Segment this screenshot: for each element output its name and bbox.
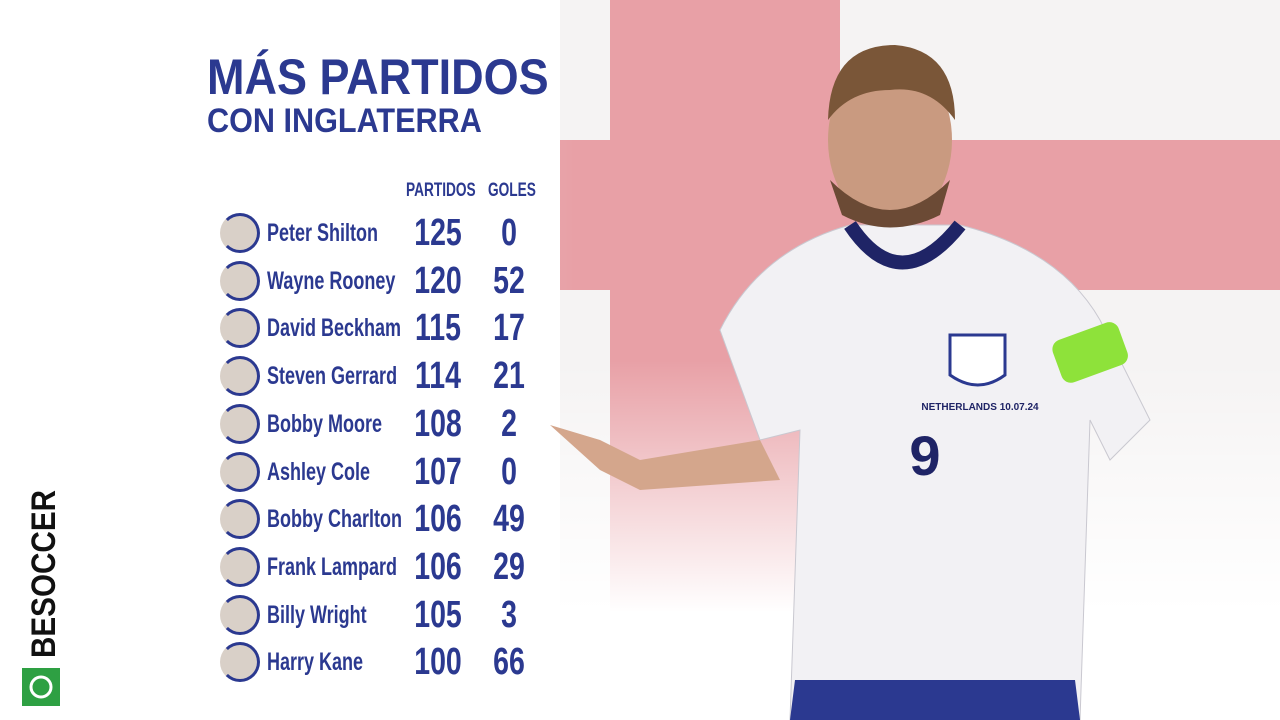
partidos: 107 bbox=[414, 450, 462, 493]
avatar bbox=[220, 403, 260, 444]
title: MÁS PARTIDOS bbox=[207, 49, 549, 105]
avatar bbox=[220, 451, 260, 492]
goles: 3 bbox=[501, 593, 517, 636]
player-name: Billy Wright bbox=[267, 600, 367, 629]
partidos: 108 bbox=[414, 402, 462, 445]
shirt-number: 9 bbox=[909, 424, 940, 487]
player-name: Bobby Charlton bbox=[267, 505, 402, 534]
shirt bbox=[719, 224, 1151, 720]
hair bbox=[828, 45, 955, 120]
brand-logo-ball bbox=[29, 675, 53, 699]
head bbox=[828, 55, 952, 225]
column-header: PARTIDOS bbox=[406, 180, 476, 201]
partidos: 100 bbox=[414, 641, 462, 684]
player-name: Wayne Rooney bbox=[267, 266, 396, 295]
player-name: Harry Kane bbox=[267, 648, 364, 677]
goles: 49 bbox=[493, 498, 525, 541]
shorts bbox=[790, 680, 1080, 720]
avatar bbox=[220, 308, 260, 349]
partidos: 115 bbox=[415, 307, 461, 350]
goles: 52 bbox=[493, 259, 525, 302]
brand: BESOCCER bbox=[25, 490, 63, 658]
avatar bbox=[220, 260, 260, 301]
goles: 66 bbox=[493, 641, 525, 684]
crest bbox=[948, 333, 1007, 387]
player-name: Steven Gerrard bbox=[267, 362, 398, 391]
player bbox=[550, 45, 1151, 720]
goles: 0 bbox=[501, 212, 517, 254]
partidos: 114 bbox=[415, 355, 461, 398]
armband bbox=[1052, 322, 1128, 383]
player-name: Ashley Cole bbox=[267, 457, 371, 486]
arm bbox=[550, 425, 780, 490]
player-name: Frank Lampard bbox=[267, 552, 398, 581]
player-name: Peter Shilton bbox=[267, 219, 379, 247]
brand-logo bbox=[22, 668, 60, 706]
avatar bbox=[220, 499, 260, 540]
partidos: 106 bbox=[414, 545, 462, 588]
player-name: David Beckham bbox=[267, 314, 402, 343]
goles: 21 bbox=[493, 355, 525, 398]
goles: 29 bbox=[493, 545, 525, 588]
shirt-match: NETHERLANDS 10.07.24 bbox=[921, 402, 1039, 413]
partidos: 120 bbox=[414, 259, 462, 302]
goles: 17 bbox=[493, 307, 525, 350]
goles: 2 bbox=[501, 402, 517, 445]
column-header: GOLES bbox=[488, 180, 536, 201]
avatar bbox=[220, 642, 260, 683]
beard bbox=[830, 180, 950, 228]
goles: 0 bbox=[501, 450, 517, 493]
avatar bbox=[220, 213, 260, 253]
partidos: 105 bbox=[414, 593, 462, 636]
collar bbox=[844, 220, 966, 270]
partidos: 125 bbox=[414, 212, 462, 254]
subtitle: CON INGLATERRA bbox=[207, 102, 482, 140]
avatar bbox=[220, 594, 260, 635]
avatar bbox=[220, 546, 260, 587]
avatar bbox=[220, 356, 260, 397]
partidos: 106 bbox=[414, 498, 462, 541]
player-name: Bobby Moore bbox=[267, 409, 382, 438]
